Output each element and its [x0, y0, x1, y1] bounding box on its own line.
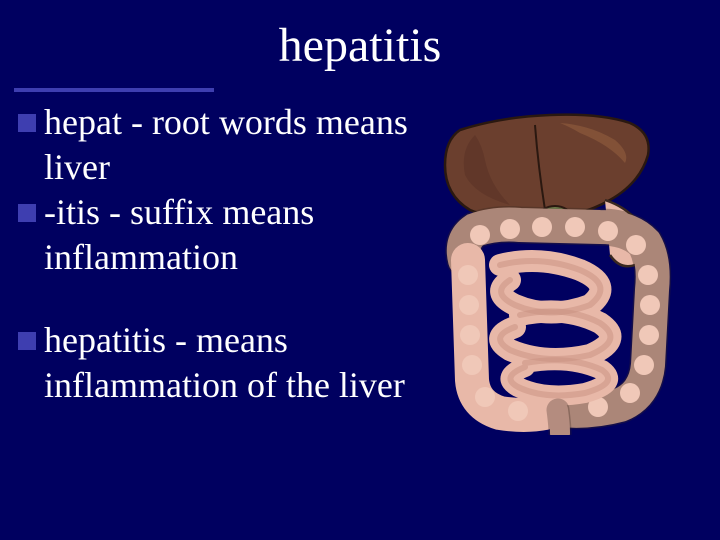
digestive-system-illustration	[430, 105, 690, 435]
bullet-group-1: hepat - root words means liver -itis - s…	[18, 100, 418, 280]
title-underline	[14, 88, 214, 92]
bullet-square-icon	[18, 332, 36, 350]
bullet-square-icon	[18, 204, 36, 222]
bullet-text: hepat - root words means liver	[44, 100, 418, 190]
bullet-text: -itis - suffix means inflammation	[44, 190, 418, 280]
bullet-item: -itis - suffix means inflammation	[18, 190, 418, 280]
bullet-item: hepat - root words means liver	[18, 100, 418, 190]
bullet-square-icon	[18, 114, 36, 132]
bullet-group-2: hepatitis - means inflammation of the li…	[18, 318, 418, 408]
bullet-item: hepatitis - means inflammation of the li…	[18, 318, 418, 408]
bullet-text: hepatitis - means inflammation of the li…	[44, 318, 418, 408]
digestive-system-icon	[430, 105, 690, 435]
slide-title: hepatitis	[0, 0, 720, 81]
small-intestine-shape	[500, 261, 610, 395]
content-area: hepat - root words means liver -itis - s…	[18, 100, 418, 446]
